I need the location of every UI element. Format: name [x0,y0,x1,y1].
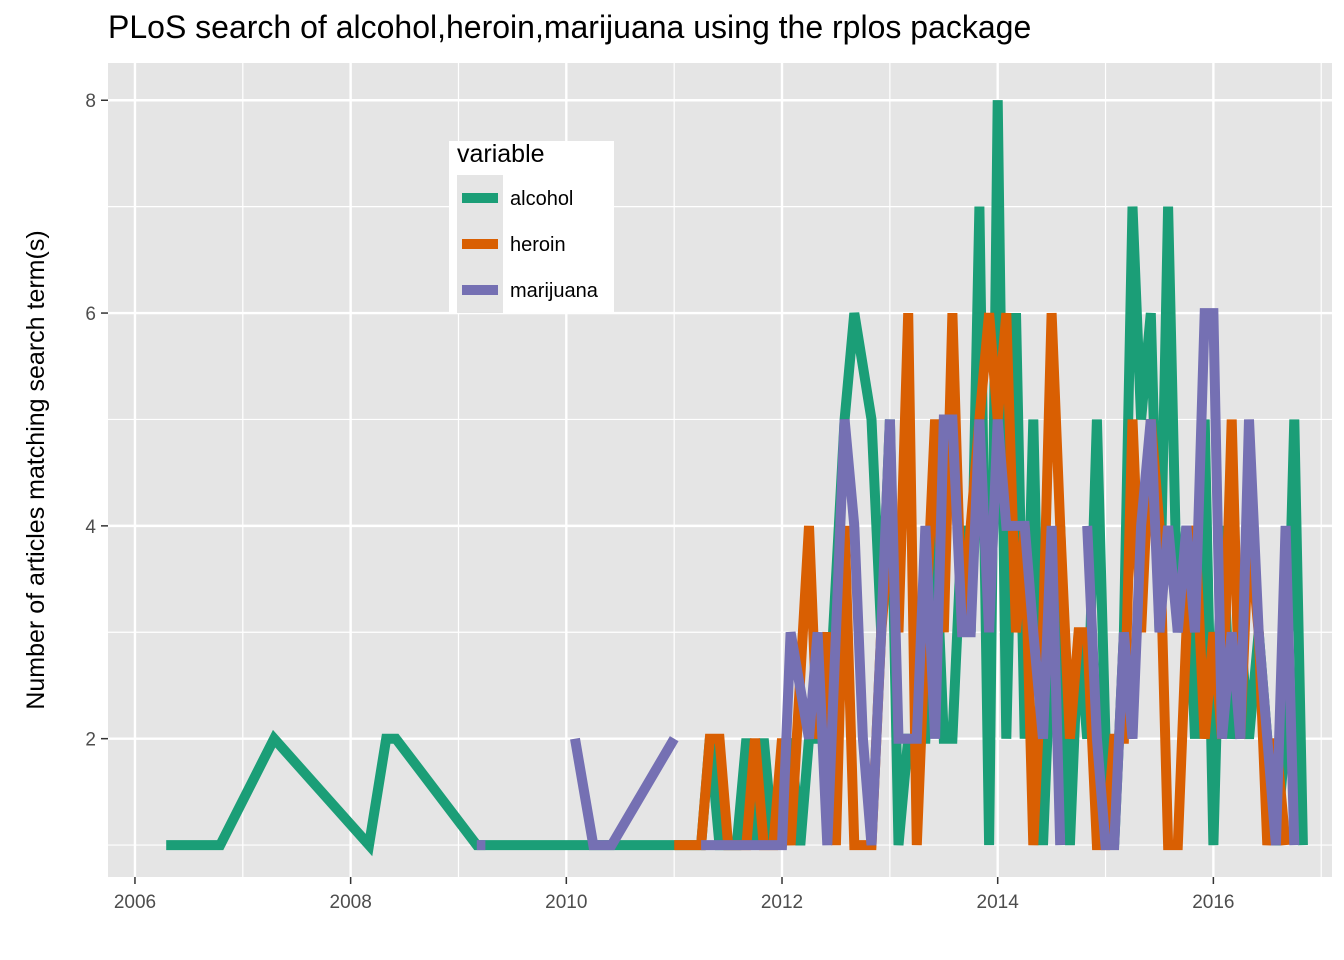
series-line-marijuana [1082,308,1300,851]
x-tick-label: 2008 [330,892,372,913]
legend-entries: alcohol heroin marijuana [457,175,599,313]
y-tick-label: 8 [85,91,96,112]
x-tick-label: 2012 [761,892,803,913]
y-axis-title: Number of articles matching search term(… [22,230,50,709]
legend-label-alcohol: alcohol [510,188,573,210]
legend-label-heroin: heroin [510,234,566,256]
series-marijuana [476,308,1300,851]
x-axis-tick-labels: 2006 2008 2010 2012 2014 2016 [114,892,1235,913]
y-tick-label: 4 [85,517,96,538]
x-tick-label: 2010 [545,892,587,913]
y-tick-label: 6 [85,304,96,325]
y-tick-label: 2 [85,730,96,751]
series-line-marijuana [570,736,679,851]
chart-title: PLoS search of alcohol,heroin,marijuana … [108,9,1031,45]
x-tick-label: 2006 [114,892,156,913]
x-tick-label: 2016 [1192,892,1234,913]
y-axis-tick-labels: 2 4 6 8 [85,91,96,750]
legend-title: variable [457,140,545,168]
series-layer [166,100,1308,857]
legend-label-marijuana: marijuana [510,280,599,302]
axis-ticks [101,99,1215,884]
series-line-marijuana [701,414,1066,851]
legend: variable alcohol heroin marijuana [449,140,614,313]
x-tick-label: 2014 [977,892,1020,913]
